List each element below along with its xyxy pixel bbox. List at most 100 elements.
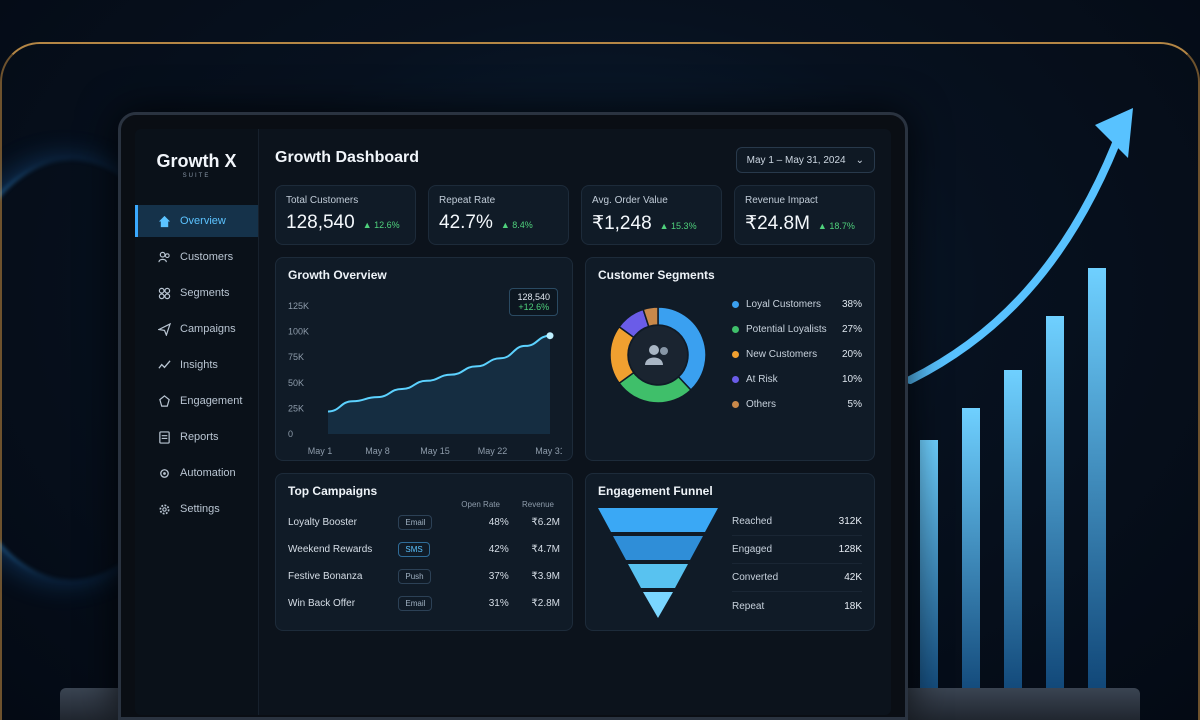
funnel-value: 42K <box>844 572 862 583</box>
sidebar-item-label: Segments <box>180 287 230 299</box>
top-campaigns-panel: Top Campaigns Open Rate Revenue Loyalty … <box>275 473 573 631</box>
open-rate: 37% <box>488 571 509 582</box>
funnel-stage-engaged <box>613 536 703 560</box>
channel-badge: Push <box>398 569 431 584</box>
insights-icon <box>157 358 171 372</box>
kpi-value: 128,540 <box>286 212 355 233</box>
automation-icon <box>157 466 171 480</box>
table-row[interactable]: Festive Bonanza Push 37% ₹3.9M <box>288 563 560 590</box>
sidebar-item-segments[interactable]: Segments <box>135 277 258 309</box>
panel-title: Growth Overview <box>288 268 387 282</box>
tooltip-delta: +12.6% <box>518 302 550 312</box>
app-logo-sub: SUITE <box>182 173 211 179</box>
charts-row: Growth Overview 128,540 +12.6% 125K 100K 7… <box>275 257 875 461</box>
channel-badge: Email <box>398 596 433 611</box>
funnel-row: Converted 42K <box>732 564 862 592</box>
sidebar-item-automation[interactable]: Automation <box>135 457 258 489</box>
bg-bar <box>920 440 938 720</box>
x-tick-label: May 1 <box>308 446 333 456</box>
kpi-delta: ▲ 15.3% <box>659 221 697 231</box>
funnel-value: 312K <box>838 516 862 527</box>
sidebar-item-engagement[interactable]: Engagement <box>135 385 258 417</box>
page-title: Growth Dashboard <box>275 149 420 166</box>
kpi-label: Total Customers <box>286 195 359 206</box>
kpi-value: 42.7% <box>439 212 493 233</box>
panel-title: Top Campaigns <box>288 484 378 498</box>
sidebar-item-overview[interactable]: Overview <box>135 205 258 237</box>
y-tick-label: 25K <box>288 403 304 413</box>
kpi-value: ₹1,248 <box>592 213 652 234</box>
funnel-label: Repeat <box>732 600 765 612</box>
date-range-picker[interactable]: May 1 – May 31, 2024 ⌄ <box>735 147 875 173</box>
funnel-row: Reached 312K <box>732 508 862 536</box>
screen: Growth X SUITE Overview Customers <box>135 129 891 715</box>
legend-label: At Risk <box>746 374 778 385</box>
users-icon <box>157 250 171 264</box>
x-tick-label: May 15 <box>420 446 450 456</box>
table-row[interactable]: Win Back Offer Email 31% ₹2.8M <box>288 590 560 617</box>
legend-pct: 27% <box>841 324 862 335</box>
sidebar-item-label: Automation <box>180 467 236 479</box>
line-point <box>546 332 554 340</box>
kpi-label: Avg. Order Value <box>592 195 668 206</box>
legend-label: Loyal Customers <box>746 299 822 310</box>
revenue: ₹3.9M <box>531 571 560 582</box>
legend-item: Potential Loyalists 27% <box>732 317 862 342</box>
campaign-name: Win Back Offer <box>288 598 356 609</box>
users-icon <box>645 357 663 365</box>
date-range-value: May 1 – May 31, 2024 <box>746 154 846 166</box>
sidebar-item-label: Overview <box>180 215 226 227</box>
open-rate: 42% <box>488 544 509 555</box>
segments-donut-chart <box>609 305 707 404</box>
funnel-value: 128K <box>838 544 862 555</box>
funnel-label: Engaged <box>732 544 773 555</box>
campaign-name: Festive Bonanza <box>288 571 363 582</box>
home-icon <box>157 214 171 228</box>
sidebar-item-label: Engagement <box>180 395 243 407</box>
legend-dot <box>732 401 739 408</box>
bg-bar <box>1046 316 1064 720</box>
sidebar-item-settings[interactable]: Settings <box>135 493 258 525</box>
legend-pct: 10% <box>841 374 862 385</box>
y-tick-label: 125K <box>288 301 309 311</box>
y-tick-label: 100K <box>288 327 309 337</box>
funnel-row: Engaged 128K <box>732 536 862 564</box>
table-row[interactable]: Weekend Rewards SMS 42% ₹4.7M <box>288 536 560 563</box>
y-tick-label: 0 <box>288 429 293 439</box>
legend-pct: 38% <box>841 299 862 310</box>
legend-label: Others <box>746 399 777 410</box>
funnel-label: Reached <box>732 516 773 527</box>
segments-icon <box>157 286 171 300</box>
funnel-row: Repeat 18K <box>732 592 862 620</box>
funnel-graphic <box>598 508 718 618</box>
y-tick-label: 50K <box>288 378 304 388</box>
legend-pct: 5% <box>847 399 862 410</box>
users-icon <box>660 346 668 355</box>
kpi-row: Total Customers 128,540 ▲ 12.6% Repeat Ra… <box>275 185 875 245</box>
sidebar-item-label: Insights <box>180 359 218 371</box>
bg-bar <box>1004 370 1022 720</box>
legend-item: Others 5% <box>732 392 862 417</box>
kpi-label: Revenue Impact <box>745 195 818 206</box>
sidebar-item-reports[interactable]: Reports <box>135 421 258 453</box>
sidebar-item-customers[interactable]: Customers <box>135 241 258 273</box>
kpi-card-total-customers: Total Customers 128,540 ▲ 12.6% <box>275 185 416 245</box>
channel-badge: Email <box>398 515 433 530</box>
kpi-delta: ▲ 8.4% <box>500 220 533 230</box>
table-header: Open Rate Revenue <box>288 500 560 509</box>
sidebar-nav: Overview Customers Segments <box>135 205 258 525</box>
segments-legend: Loyal Customers 38% Potential Loyalists 27… <box>732 292 862 417</box>
sidebar-item-label: Settings <box>180 503 220 515</box>
sidebar-item-campaigns[interactable]: Campaigns <box>135 313 258 345</box>
sidebar: Growth X SUITE Overview Customers <box>135 129 259 715</box>
kpi-card-repeat-rate: Repeat Rate 42.7% ▲ 8.4% <box>428 185 569 245</box>
table-row[interactable]: Loyalty Booster Email 48% ₹6.2M <box>288 509 560 536</box>
users-icon <box>649 344 659 355</box>
sidebar-item-insights[interactable]: Insights <box>135 349 258 381</box>
kpi-value: ₹24.8M <box>745 213 810 234</box>
kpi-delta: ▲ 12.6% <box>362 220 400 230</box>
legend-label: Potential Loyalists <box>746 324 827 335</box>
kpi-delta: ▲ 18.7% <box>817 221 855 231</box>
laptop: Growth X SUITE Overview Customers <box>118 112 908 720</box>
donut-slice <box>642 305 659 327</box>
